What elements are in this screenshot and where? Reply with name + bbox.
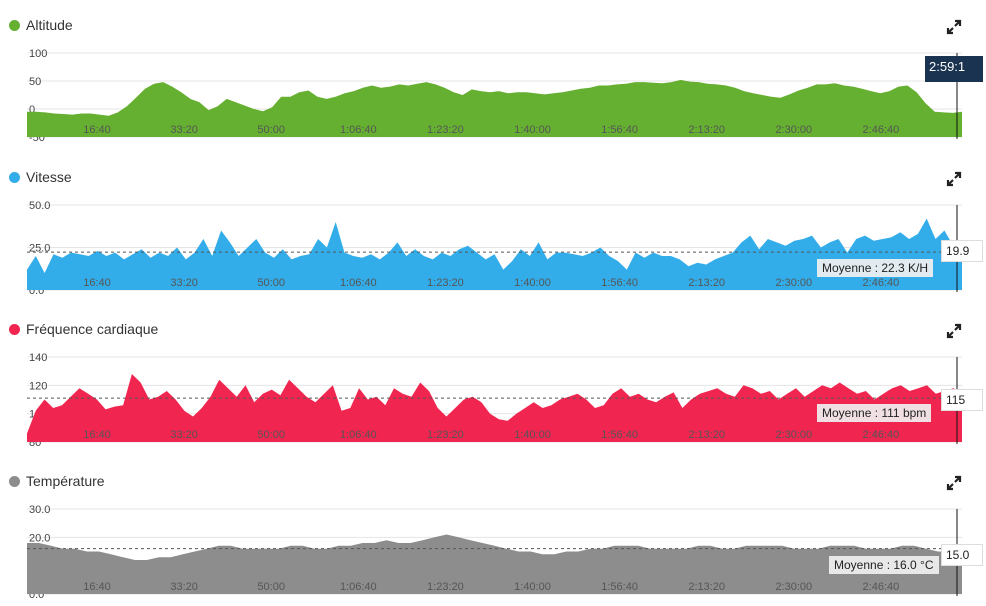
x-tick-label: 33:20: [170, 124, 198, 136]
y-tick-label: 140: [29, 352, 47, 364]
x-tick-label: 33:20: [170, 429, 198, 441]
expand-icon[interactable]: [946, 475, 962, 491]
panel-title: Vitesse: [9, 169, 72, 185]
altitude-panel: Altitude 100 50 0 -50 16:40 33:20 50:00 1:06:40…: [0, 0, 986, 150]
x-tick-label: 2:46:40: [863, 581, 900, 593]
series-area: [27, 218, 962, 290]
x-tick-label: 16:40: [83, 124, 111, 136]
x-tick-label: 2:30:00: [775, 429, 812, 441]
x-tick-label: 1:40:00: [514, 429, 551, 441]
y-tick-label: 30.0: [29, 504, 50, 516]
y-tick-label: 50.0: [29, 200, 50, 212]
x-tick-label: 50:00: [257, 581, 285, 593]
x-tick-label: 50:00: [257, 277, 285, 289]
average-label: Moyenne : 16.0 °C: [829, 556, 939, 574]
x-tick-label: 1:23:20: [427, 429, 464, 441]
frequence-cardiaque-chart: 1401201008016:4033:2050:001:06:401:23:20…: [27, 352, 962, 449]
x-tick-label: 1:06:40: [340, 277, 377, 289]
x-tick-label: 2:30:00: [775, 581, 812, 593]
expand-icon[interactable]: [946, 19, 962, 35]
cursor-value-label: 19.9: [941, 240, 983, 262]
average-label: Moyenne : 111 bpm: [817, 404, 932, 422]
y-tick-label: 50: [29, 76, 41, 88]
x-tick-label: 1:23:20: [427, 124, 464, 136]
cursor-time-label: 2:59:1: [925, 56, 983, 82]
x-tick-label: 1:40:00: [514, 277, 551, 289]
series-area: [27, 374, 962, 442]
series-area: [27, 79, 962, 137]
x-tick-label: 2:13:20: [688, 581, 725, 593]
vitesse-chart: 50.025.00.016:40 33:20 50:00 1:06:40 1:23:20…: [27, 200, 962, 297]
series-dot-icon: [9, 475, 20, 487]
y-tick-label: 120: [29, 380, 47, 392]
x-tick-label: 50:00: [257, 429, 285, 441]
vitesse-panel: Vitesse 50.0 25.0 0.0 16:40 33:20 50:00 1:06:4…: [0, 152, 986, 302]
panel-title-label: Vitesse: [26, 169, 72, 185]
x-tick-label: 50:00: [257, 124, 285, 136]
panel-title: Température: [9, 473, 105, 489]
x-tick-label: 33:20: [170, 581, 198, 593]
x-tick-label: 2:46:40: [863, 277, 900, 289]
x-tick-label: 1:40:00: [514, 581, 551, 593]
y-tick-label: 0: [29, 104, 35, 116]
x-tick-label: 2:46:40: [863, 124, 900, 136]
x-tick-label: 2:13:20: [688, 124, 725, 136]
x-tick-label: 2:13:20: [688, 277, 725, 289]
y-tick-label: 25.0: [29, 243, 50, 255]
x-tick-label: 1:56:40: [601, 124, 638, 136]
x-tick-label: 16:40: [83, 429, 111, 441]
x-tick-label: 1:56:40: [601, 277, 638, 289]
panel-title-label: Température: [26, 473, 105, 489]
cursor-value-label: 115: [941, 389, 983, 411]
x-tick-label: 1:06:40: [340, 429, 377, 441]
x-tick-label: 2:30:00: [775, 277, 812, 289]
panel-title-label: Fréquence cardiaque: [26, 321, 159, 337]
panel-title-label: Altitude: [26, 17, 73, 33]
x-tick-label: 1:23:20: [427, 277, 464, 289]
series-dot-icon: [9, 19, 20, 31]
expand-icon[interactable]: [946, 171, 962, 187]
x-tick-label: 2:13:20: [688, 429, 725, 441]
x-tick-label: 2:46:40: [863, 429, 900, 441]
x-tick-label: 33:20: [170, 277, 198, 289]
cursor-value-label: 15.0: [941, 544, 983, 566]
x-tick-label: 1:56:40: [601, 581, 638, 593]
temperature-panel: Température 30.020.010.00.016:4033:2050:…: [0, 456, 986, 606]
x-tick-label: 1:56:40: [601, 429, 638, 441]
temperature-chart: 30.020.010.00.016:4033:2050:001:06:401:2…: [27, 504, 962, 601]
y-tick-label: 20.0: [29, 532, 50, 544]
panel-title: Fréquence cardiaque: [9, 321, 158, 337]
x-tick-label: 16:40: [83, 581, 111, 593]
y-tick-label: 100: [29, 48, 47, 60]
x-tick-label: 1:23:20: [427, 581, 464, 593]
series-dot-icon: [9, 171, 20, 183]
expand-icon[interactable]: [946, 323, 962, 339]
panel-title: Altitude: [9, 17, 73, 33]
x-tick-label: 16:40: [83, 277, 111, 289]
series-dot-icon: [9, 323, 20, 335]
x-tick-label: 1:06:40: [340, 581, 377, 593]
x-tick-label: 1:06:40: [340, 124, 377, 136]
x-tick-label: 1:40:00: [514, 124, 551, 136]
frequence-cardiaque-panel: Fréquence cardiaque 1401201008016:4033:2…: [0, 304, 986, 454]
series-area: [27, 534, 962, 594]
average-label: Moyenne : 22.3 K/H: [817, 259, 934, 277]
x-tick-label: 2:30:00: [775, 124, 812, 136]
